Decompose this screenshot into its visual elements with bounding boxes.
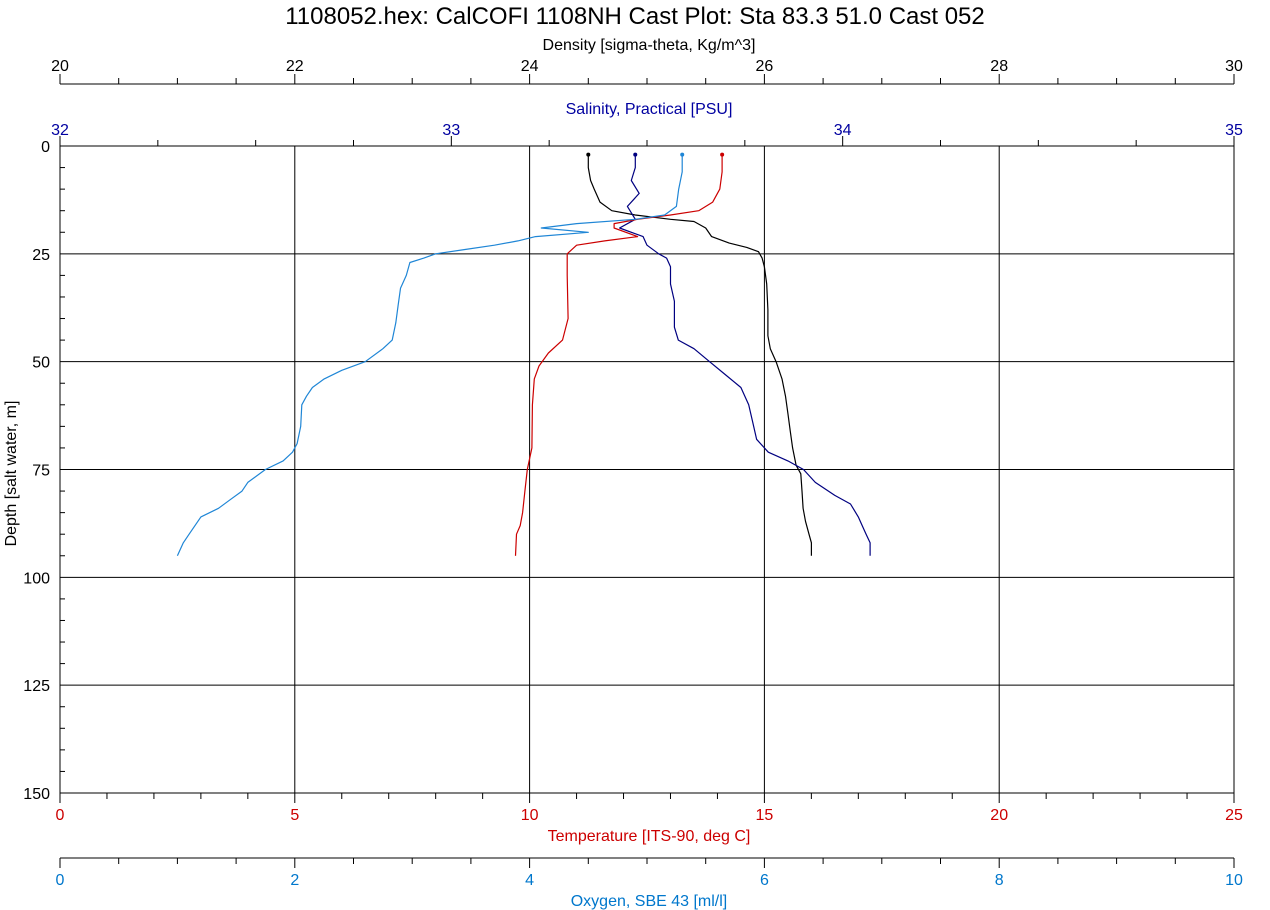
chart-title: 1108052.hex: CalCOFI 1108NH Cast Plot: S… xyxy=(285,3,985,30)
salinity-profile-line xyxy=(618,154,871,556)
salinity-tick-label: 33 xyxy=(442,122,460,139)
oxygen-tick-label: 0 xyxy=(56,872,65,889)
salinity-tick-label: 35 xyxy=(1225,122,1243,139)
temperature-tick-label: 15 xyxy=(756,807,774,824)
density-axis: 20 22 24 26 28 30 Density [sigma-theta, Kg/m^3… xyxy=(51,37,1243,85)
y-tick-label: 25 xyxy=(32,247,50,264)
temperature-start-marker xyxy=(720,152,725,157)
density-tick-label: 20 xyxy=(51,58,69,75)
y-tick-label: 50 xyxy=(32,355,50,372)
y-tick-label: 0 xyxy=(41,139,50,156)
temperature-tick-label: 5 xyxy=(290,807,299,824)
oxygen-tick-label: 2 xyxy=(290,872,299,889)
density-tick-label: 24 xyxy=(521,58,539,75)
temperature-tick-label: 10 xyxy=(521,807,539,824)
salinity-axis: 32 33 34 35 Salinity, Practical [PSU] xyxy=(51,101,1243,147)
temperature-profile-line xyxy=(514,154,723,556)
oxygen-start-marker xyxy=(680,152,685,157)
density-tick-label: 28 xyxy=(990,58,1008,75)
oxygen-tick-label: 6 xyxy=(760,872,769,889)
oxygen-tick-label: 4 xyxy=(525,872,534,889)
oxygen-axis-title: Oxygen, SBE 43 [ml/l] xyxy=(571,893,728,910)
salinity-start-marker xyxy=(633,152,638,157)
y-tick-label: 100 xyxy=(23,570,50,587)
density-tick-label: 22 xyxy=(286,58,304,75)
oxygen-tick-label: 8 xyxy=(995,872,1004,889)
temperature-axis-title: Temperature [ITS-90, deg C] xyxy=(548,828,751,845)
oxygen-tick-label: 10 xyxy=(1225,872,1243,889)
salinity-tick-label: 34 xyxy=(834,122,852,139)
density-tick-label: 26 xyxy=(756,58,774,75)
temperature-tick-label: 0 xyxy=(56,807,65,824)
density-axis-title: Density [sigma-theta, Kg/m^3] xyxy=(543,37,756,54)
oxygen-profile-line xyxy=(176,154,683,557)
density-tick-label: 30 xyxy=(1225,58,1243,75)
oxygen-axis: 0 2 4 6 8 10 Oxygen, SBE 43 [ml/l] xyxy=(56,857,1243,910)
temperature-axis: 0 5 10 15 20 25 Temperature [ITS-90, deg C] xyxy=(56,792,1243,845)
density-profile-line xyxy=(587,154,813,556)
series-layer xyxy=(176,152,871,557)
y-tick-label: 75 xyxy=(32,463,50,480)
temperature-tick-label: 25 xyxy=(1225,807,1243,824)
y-tick-label: 150 xyxy=(23,786,50,803)
salinity-axis-title: Salinity, Practical [PSU] xyxy=(566,101,733,118)
y-tick-label: 125 xyxy=(23,678,50,695)
density-start-marker xyxy=(586,152,591,157)
y-axis-title: Depth [salt water, m] xyxy=(3,401,20,547)
temperature-tick-label: 20 xyxy=(990,807,1008,824)
salinity-tick-label: 32 xyxy=(51,122,69,139)
